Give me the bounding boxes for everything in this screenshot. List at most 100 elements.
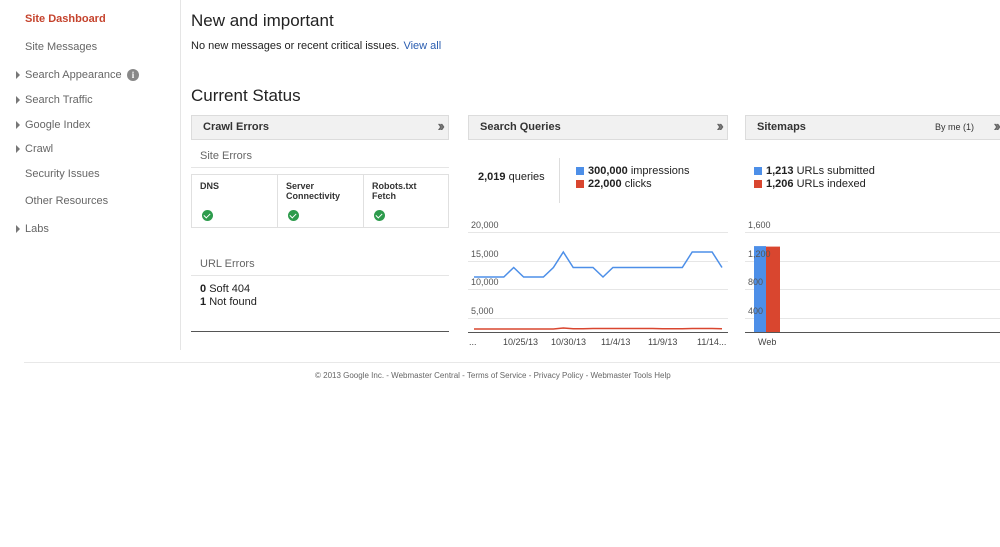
- column-title-line1: Server: [286, 181, 315, 191]
- divider: [191, 275, 449, 276]
- y-tick-label: 1,200: [748, 249, 771, 259]
- column-title-line1: Robots.txt: [372, 181, 417, 191]
- sidebar-item-label: Google Index: [25, 119, 91, 131]
- robots-fetch-column[interactable]: Robots.txt Fetch: [364, 175, 448, 227]
- x-tick-label: 10/25/13: [503, 337, 539, 347]
- y-tick-label: 5,000: [471, 306, 494, 316]
- gridline: [745, 318, 1000, 319]
- legend-swatch: [754, 180, 762, 188]
- bar-urls-indexed[interactable]: [766, 246, 780, 332]
- sidebar-item-site-messages[interactable]: Site Messages: [0, 37, 170, 57]
- expand-arrow-icon: [16, 225, 20, 233]
- check-icon: [374, 210, 385, 221]
- sidebar: Site Dashboard Site Messages Search Appe…: [0, 0, 181, 350]
- dns-column[interactable]: DNS: [192, 175, 278, 227]
- legend-swatch: [576, 180, 584, 188]
- sidebar-item-label: Security Issues: [25, 168, 100, 180]
- new-important-message: No new messages or recent critical issue…: [191, 40, 441, 52]
- footer-terms-link[interactable]: Terms of Service: [466, 371, 527, 380]
- x-tick-label: 10/30/13: [551, 337, 587, 347]
- x-tick-label: 11/14...: [697, 337, 727, 347]
- footer-help-link[interactable]: Webmaster Tools Help: [590, 371, 671, 380]
- queries-number: 2,019: [478, 171, 506, 183]
- expand-arrow-icon: [16, 121, 20, 129]
- series-line-clicks: [474, 327, 723, 330]
- double-chevron-right-icon[interactable]: ››: [437, 118, 444, 135]
- crawl-errors-title: Crawl Errors: [203, 121, 270, 133]
- double-chevron-right-icon[interactable]: ››: [993, 118, 1000, 135]
- sidebar-item-label: Site Messages: [25, 41, 98, 53]
- search-queries-title: Search Queries: [480, 121, 561, 133]
- impressions-label: impressions: [630, 165, 690, 177]
- footer: © 2013 Google Inc. - Webmaster Central -…: [315, 371, 671, 380]
- clicks-label: clicks: [624, 178, 652, 190]
- clicks-number: 22,000: [588, 178, 622, 190]
- sidebar-item-security-issues[interactable]: Security Issues: [0, 164, 170, 184]
- y-tick-label: 800: [748, 277, 764, 287]
- column-title-line2: Connectivity: [286, 191, 341, 201]
- url-error-count: 0: [200, 283, 207, 295]
- info-icon[interactable]: i: [127, 69, 139, 81]
- sidebar-item-label: Labs: [25, 223, 49, 235]
- url-error-count: 1: [200, 296, 207, 308]
- column-title-line1: DNS: [200, 181, 220, 191]
- url-error-label: Not found: [209, 296, 257, 308]
- legend-swatch: [754, 167, 762, 175]
- footer-divider: [24, 362, 1000, 363]
- column-title-line2: Fetch: [372, 191, 397, 201]
- x-axis: [745, 332, 1000, 333]
- y-tick-label: 20,000: [471, 220, 499, 230]
- divider: [191, 167, 449, 168]
- indexed-label: URLs indexed: [796, 178, 866, 190]
- sitemaps-chart: [754, 246, 780, 332]
- gridline: [468, 318, 728, 319]
- current-status-heading: Current Status: [191, 86, 301, 105]
- footer-privacy-link[interactable]: Privacy Policy: [533, 371, 584, 380]
- sidebar-item-label: Search Traffic: [25, 94, 93, 106]
- bar-urls-submitted[interactable]: [754, 246, 766, 332]
- search-queries-chart: [474, 250, 723, 330]
- gridline: [745, 232, 1000, 233]
- by-me-filter[interactable]: By me (1): [934, 122, 974, 132]
- legend-clicks: 22,000 clicks: [576, 178, 652, 190]
- panel-bottom-rule: [191, 331, 449, 332]
- divider: [559, 158, 560, 203]
- y-tick-label: 400: [748, 306, 764, 316]
- url-error-soft-404[interactable]: 0 Soft 404: [200, 283, 250, 295]
- submitted-label: URLs submitted: [796, 165, 875, 177]
- double-chevron-right-icon[interactable]: ››: [716, 118, 723, 135]
- new-important-heading: New and important: [191, 11, 334, 30]
- sidebar-item-site-dashboard[interactable]: Site Dashboard: [0, 9, 170, 29]
- sidebar-item-search-appearance[interactable]: Search Appearance i: [0, 65, 170, 85]
- url-error-label: Soft 404: [209, 283, 251, 295]
- y-tick-label: 10,000: [471, 277, 499, 287]
- expand-arrow-icon: [16, 96, 20, 104]
- x-tick-label: ...: [469, 337, 477, 347]
- expand-arrow-icon: [16, 71, 20, 79]
- search-queries-header[interactable]: Search Queries ››: [468, 115, 728, 140]
- url-error-not-found[interactable]: 1 Not found: [200, 296, 257, 308]
- gridline: [745, 261, 1000, 262]
- gridline: [468, 261, 728, 262]
- check-icon: [288, 210, 299, 221]
- queries-count: 2,019 queries: [478, 171, 545, 183]
- x-tick-label: Web: [758, 337, 777, 347]
- x-tick-label: 11/9/13: [648, 337, 678, 347]
- sidebar-item-search-traffic[interactable]: Search Traffic: [0, 90, 170, 110]
- sitemaps-header[interactable]: Sitemaps By me (1) ››: [745, 115, 1000, 140]
- server-connectivity-column[interactable]: Server Connectivity: [278, 175, 364, 227]
- y-tick-label: 15,000: [471, 249, 499, 259]
- sidebar-item-labs[interactable]: Labs: [0, 219, 170, 239]
- legend-impressions: 300,000 impressions: [576, 165, 690, 177]
- sidebar-item-crawl[interactable]: Crawl: [0, 139, 170, 159]
- gridline: [468, 289, 728, 290]
- crawl-errors-header[interactable]: Crawl Errors ››: [191, 115, 449, 140]
- sidebar-item-other-resources[interactable]: Other Resources: [0, 191, 170, 211]
- impressions-number: 300,000: [588, 165, 628, 177]
- column-title: Robots.txt Fetch: [372, 181, 417, 201]
- site-errors-table: DNS Server Connectivity Robots.txt Fetch: [191, 174, 449, 228]
- submitted-number: 1,213: [766, 165, 794, 177]
- view-all-link[interactable]: View all: [403, 40, 442, 52]
- sidebar-item-google-index[interactable]: Google Index: [0, 115, 170, 135]
- footer-webmaster-central-link[interactable]: Webmaster Central: [391, 371, 460, 380]
